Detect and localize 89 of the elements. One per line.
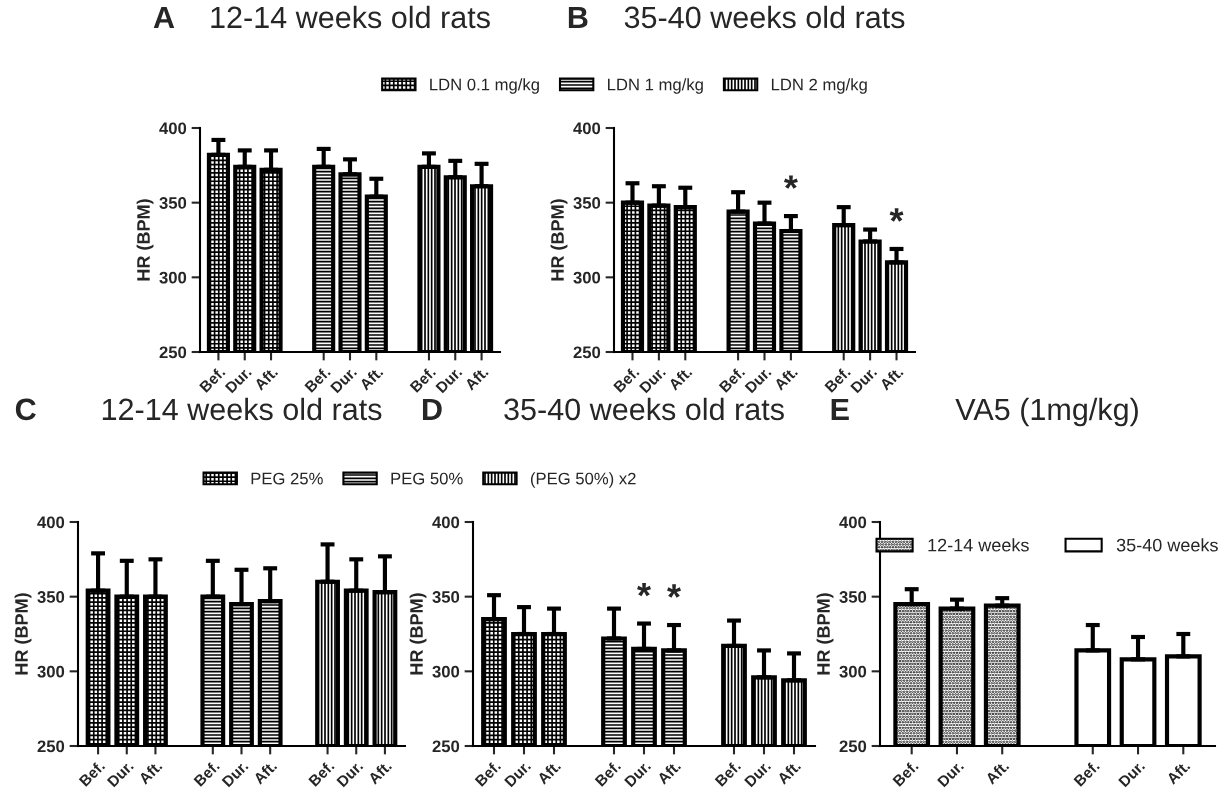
x-tick-label: Aft. <box>252 759 278 785</box>
x-tick-label: Bef. <box>198 365 226 393</box>
annotation: * <box>889 208 904 222</box>
y-tick-label: 250 <box>573 346 601 359</box>
legend-label: 35-40 weeks <box>1116 538 1218 552</box>
legend-label: PEG 25% <box>251 472 323 485</box>
chart-title: VA5 (1mg/kg) <box>955 397 1138 427</box>
x-tick-label: Dur. <box>744 366 772 394</box>
x-tick-label: Aft. <box>773 365 799 391</box>
y-tick-label: 350 <box>159 197 187 209</box>
y-tick-label: 400 <box>573 122 601 135</box>
y-tick-label: 300 <box>839 665 867 678</box>
x-tick-label: Aft. <box>1165 759 1191 785</box>
x-tick-label: Dur. <box>850 366 878 394</box>
y-tick-label: 250 <box>159 346 187 359</box>
x-tick-label: Bef. <box>78 759 106 787</box>
x-tick-label: Dur. <box>106 760 134 788</box>
x-tick-label: Dur. <box>504 760 532 788</box>
y-tick-label: 250 <box>432 740 460 753</box>
y-tick-label: 250 <box>839 740 867 753</box>
y-tick-label: 350 <box>37 591 65 603</box>
x-tick-label: Bef. <box>714 759 742 787</box>
y-tick-label: 350 <box>839 591 867 603</box>
text: C <box>15 398 36 421</box>
x-tick-label: Aft. <box>656 759 682 785</box>
x-tick-label: Dur. <box>435 366 463 394</box>
y-tick-label: 350 <box>432 591 460 603</box>
y-tick-label: 300 <box>432 665 460 678</box>
y-tick-label: 400 <box>839 516 867 529</box>
x-tick-label: Dur. <box>221 760 249 788</box>
y-axis-title: HR (BPM) <box>409 593 427 675</box>
y-tick-label: 400 <box>37 516 65 529</box>
legend-label: LDN 2 mg/kg <box>771 78 867 94</box>
x-tick-label: Dur. <box>1118 760 1146 788</box>
x-tick-label: Bef. <box>594 759 622 787</box>
text: B <box>568 6 588 28</box>
text: D <box>422 398 442 420</box>
y-tick-label: 300 <box>573 271 601 284</box>
x-tick-label: Aft. <box>463 365 489 391</box>
y-axis-title: HR (BPM) <box>550 199 568 281</box>
x-tick-label: Aft. <box>878 365 904 391</box>
x-tick-label: Bef. <box>612 365 640 393</box>
y-tick-label: 300 <box>159 271 187 284</box>
x-tick-label: Aft. <box>358 365 384 391</box>
y-axis-title: HR (BPM) <box>136 199 154 281</box>
chart-title: 12-14 weeks old rats <box>211 5 490 29</box>
y-axis-title: HR (BPM) <box>14 593 32 675</box>
x-tick-label: Dur. <box>744 760 772 788</box>
legend-label: (PEG 50%) x2 <box>530 472 636 488</box>
y-tick-label: 350 <box>573 197 601 209</box>
x-tick-label: Aft. <box>253 365 279 391</box>
chart-title: 35-40 weeks old rats <box>504 397 784 421</box>
x-tick-label: Bef. <box>474 759 502 787</box>
legend-label: PEG 50% <box>391 472 463 485</box>
x-tick-label: Bef. <box>304 365 331 393</box>
x-tick-label: Bef. <box>1073 759 1100 787</box>
legend-label: LDN 1 mg/kg <box>608 78 703 94</box>
annotation: * <box>637 582 651 597</box>
x-tick-label: Dur. <box>336 760 364 788</box>
y-tick-label: 300 <box>37 665 65 678</box>
x-tick-label: Aft. <box>667 365 693 391</box>
annotation: * <box>783 175 798 189</box>
legend-label: LDN 0.1 mg/kg <box>430 78 539 94</box>
y-tick-label: 400 <box>159 122 187 135</box>
chart-title: 35-40 weeks old rats <box>624 5 905 29</box>
text: E <box>831 398 849 420</box>
legend-label: 12-14 weeks <box>928 538 1029 552</box>
x-tick-label: Aft. <box>984 759 1010 785</box>
x-tick-label: Aft. <box>536 759 562 785</box>
x-tick-label: Dur. <box>224 366 252 394</box>
y-tick-label: 250 <box>37 740 65 753</box>
x-tick-label: Dur. <box>624 760 652 788</box>
x-tick-label: Bef. <box>824 365 851 393</box>
x-tick-label: Dur. <box>638 366 667 394</box>
x-tick-label: Dur. <box>330 366 358 394</box>
x-tick-label: Aft. <box>776 759 802 785</box>
annotation: * <box>667 584 681 598</box>
x-tick-label: Aft. <box>367 759 393 785</box>
x-tick-label: Bef. <box>718 365 746 393</box>
x-tick-label: Aft. <box>137 759 163 785</box>
chart-title: 12-14 weeks old rats <box>102 397 382 421</box>
y-tick-label: 400 <box>432 516 460 529</box>
x-tick-label: Bef. <box>307 759 335 787</box>
y-axis-title: HR (BPM) <box>816 593 834 675</box>
text: A <box>153 6 175 28</box>
x-tick-label: Bef. <box>409 365 437 393</box>
x-tick-label: Dur. <box>937 760 965 788</box>
x-tick-label: Bef. <box>892 759 919 787</box>
x-tick-label: Bef. <box>193 759 221 787</box>
